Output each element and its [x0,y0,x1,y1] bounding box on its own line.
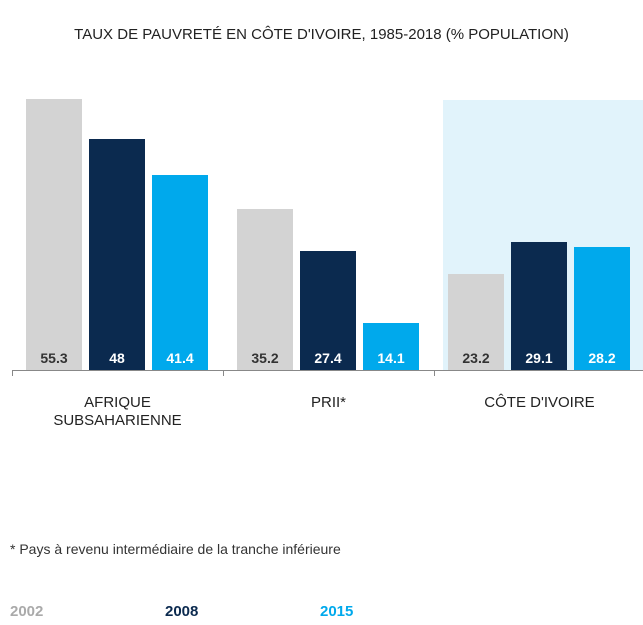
bar: 48 [89,138,145,370]
value-label: 48 [109,349,125,366]
tick [223,370,224,376]
value-label: 23.2 [462,349,490,366]
value-label: 27.4 [314,349,342,366]
legend-item: 2002 [10,603,44,620]
bar: 23.2 [448,273,504,370]
bar: 14.1 [363,323,419,370]
legend-item: 2008 [165,603,199,620]
tick [12,370,13,376]
value-label: 14.1 [377,349,405,366]
value-label: 35.2 [251,349,279,366]
x-tick-label: AFRIQUE SUBSAHARIENNE [53,394,182,429]
footnote: * Pays à revenu intermédiaire de la tran… [10,541,341,557]
x-tick-label: PRII* [310,394,346,411]
value-label: 29.1 [525,349,553,366]
value-label: 41.4 [166,349,194,366]
baseline [12,370,643,371]
bar: 27.4 [300,250,356,370]
value-label: 28.2 [588,349,616,366]
tick [434,370,435,376]
bar: 41.4 [152,174,208,370]
x-tick-label: CÔTE D'IVOIRE [484,394,595,411]
bar: 35.2 [237,208,293,370]
value-label: 55.3 [40,349,68,366]
bar: 29.1 [511,241,567,370]
bar: 55.3 [26,99,82,370]
chart-title: TAUX DE PAUVRETÉ EN CÔTE D'IVOIRE, 1985-… [74,26,569,43]
legend-item: 2015 [320,603,354,620]
bar: 28.2 [574,246,630,370]
